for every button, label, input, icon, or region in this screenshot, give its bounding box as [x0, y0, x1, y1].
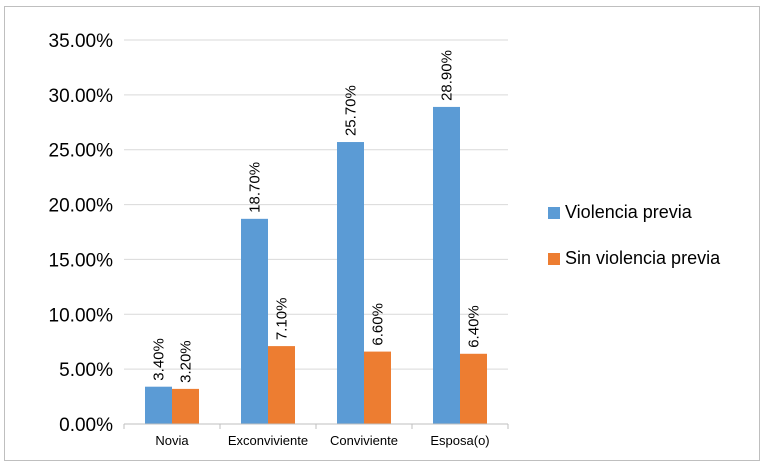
x-tick-label: Esposa(o): [430, 433, 489, 448]
bars: [145, 106, 487, 424]
y-tick-label: 15.00%: [49, 250, 114, 271]
x-tick-label: Conviviente: [330, 433, 398, 448]
data-label: 28.90%: [439, 50, 456, 101]
bar-violencia-previa: [433, 106, 460, 424]
axes: 0.00% 5.00% 10.00% 15.00% 20.00% 25.00% 30.00%…: [49, 31, 509, 448]
y-tick-label: 25.00%: [49, 141, 114, 162]
bar-violencia-previa: [241, 218, 268, 424]
data-label: 7.10%: [274, 298, 291, 341]
bar-sin-violencia-previa: [172, 388, 199, 424]
data-label: 6.40%: [466, 305, 483, 348]
y-tick-label: 35.00%: [49, 31, 114, 52]
data-label: 25.70%: [343, 85, 360, 136]
legend-item: Violencia previa: [548, 202, 693, 222]
x-tick-label: Novia: [155, 433, 189, 448]
y-tick-label: 10.00%: [49, 305, 114, 326]
legend-swatch: [548, 253, 560, 265]
y-tick-label: 5.00%: [59, 360, 113, 381]
y-tick-label: 20.00%: [49, 196, 114, 217]
bar-violencia-previa: [337, 142, 364, 424]
legend: Violencia previa Sin violencia previa: [548, 202, 721, 268]
legend-item: Sin violencia previa: [548, 248, 721, 268]
data-label: 3.40%: [151, 338, 168, 381]
legend-swatch: [548, 207, 560, 219]
data-label: 18.70%: [247, 162, 264, 213]
x-tick-label: Exconviviente: [228, 433, 308, 448]
legend-label: Sin violencia previa: [565, 248, 721, 268]
data-label: 6.60%: [370, 303, 387, 346]
legend-label: Violencia previa: [565, 202, 693, 222]
bar-violencia-previa: [145, 386, 172, 424]
data-label: 3.20%: [178, 340, 195, 383]
y-tick-label: 0.00%: [59, 415, 113, 436]
bar-sin-violencia-previa: [268, 346, 295, 424]
data-labels: 3.40% 3.20% 18.70% 7.10% 25.70% 6.60% 28.90% 6.…: [151, 50, 483, 383]
bar-sin-violencia-previa: [364, 351, 391, 424]
bar-sin-violencia-previa: [460, 353, 487, 424]
y-tick-label: 30.00%: [49, 86, 114, 107]
